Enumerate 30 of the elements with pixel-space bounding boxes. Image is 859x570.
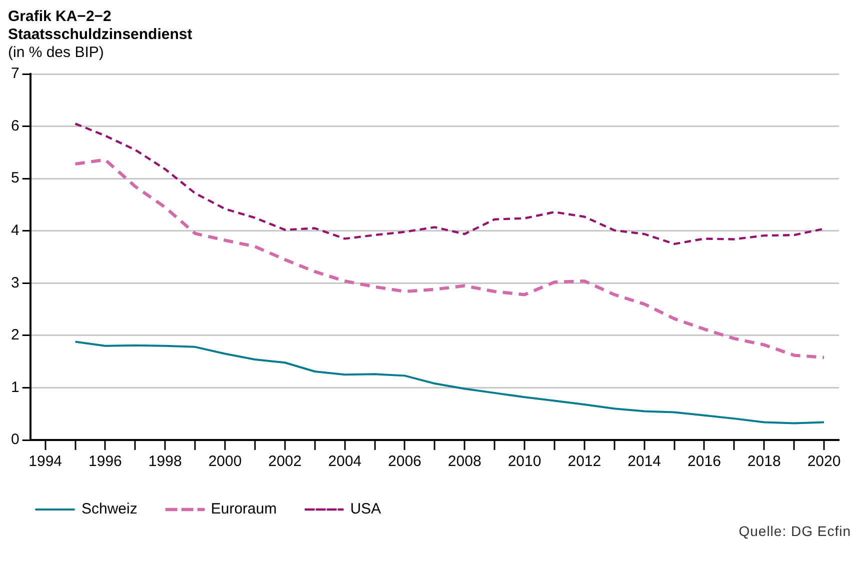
x-tick-label: 2008: [448, 453, 482, 470]
x-tick-label: 2004: [328, 453, 362, 470]
legend-label: Euroraum: [210, 500, 277, 518]
x-tick-label: 2020: [807, 453, 841, 470]
y-tick-label: 5: [11, 170, 20, 187]
x-tick-label: 1996: [88, 453, 122, 470]
x-tick-label: 2012: [568, 453, 602, 470]
y-tick-label: 1: [11, 378, 20, 396]
x-tick-label: 2002: [268, 453, 302, 470]
x-tick-label: 2016: [688, 453, 721, 470]
chart-subtitle: Staatsschuldzinsendienst: [8, 26, 194, 44]
y-tick-label: 7: [11, 65, 20, 82]
y-axis-title: (in % des BIP): [8, 44, 105, 62]
x-tick-label: 2010: [508, 453, 542, 470]
x-tick-label: 1994: [28, 453, 62, 470]
x-tick-label: 1998: [148, 453, 182, 470]
y-tick-label: 2: [11, 326, 20, 344]
chart-title: Grafik KA−2−2: [8, 8, 112, 26]
x-tick-label: 2006: [388, 453, 422, 470]
x-tick-label: 2014: [628, 453, 662, 470]
line-series: [74, 158, 826, 359]
source-note: Quelle: DG Ecfin: [738, 523, 851, 539]
y-tick-label: 0: [11, 431, 20, 448]
legend-label: Schweiz: [82, 500, 138, 518]
y-tick-label: 3: [11, 274, 20, 292]
legend-label: USA: [350, 500, 382, 518]
y-tick-label: 4: [11, 222, 20, 239]
x-tick-label: 2018: [747, 453, 781, 470]
x-tick-label: 2000: [208, 453, 242, 470]
y-tick-label: 6: [11, 117, 20, 134]
